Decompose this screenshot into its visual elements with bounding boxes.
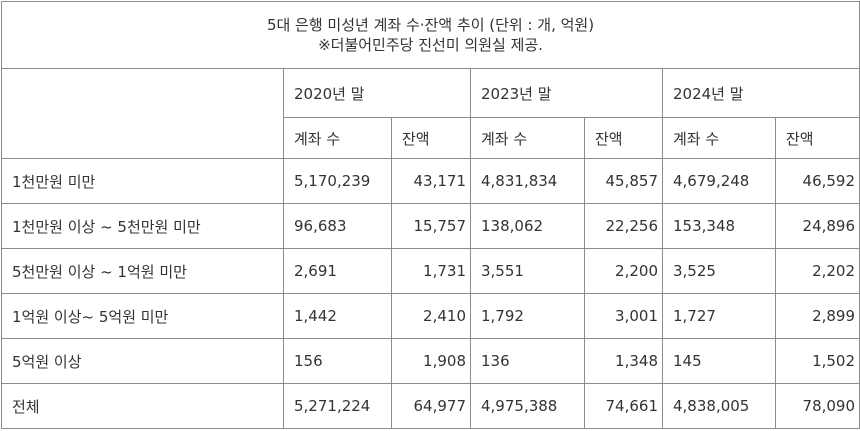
- value-cell: 15,757: [391, 203, 471, 249]
- value-cell: 1,348: [584, 338, 663, 384]
- data-row: 전체 5,271,224 64,977 4,975,388 74,661 4,838,00…: [1, 383, 860, 429]
- sub-header: 계좌 수: [470, 117, 585, 159]
- row-label: 1천만원 이상 ~ 5천만원 미만: [1, 203, 284, 249]
- row-label: 1억원 이상~ 5억원 미만: [1, 293, 284, 339]
- value-cell: 74,661: [584, 383, 663, 429]
- value-cell: 2,200: [584, 248, 663, 294]
- value-cell: 2,899: [774, 293, 860, 339]
- value-cell: 3,001: [584, 293, 663, 339]
- sub-header: 계좌 수: [662, 117, 776, 159]
- subtitle: ※더불어민주당 진선미 의원실 제공.: [318, 36, 543, 54]
- value-cell: 145: [662, 338, 776, 384]
- data-row: 5천만원 이상 ~ 1억원 미만 2,691 1,731 3,551 2,200 3,52…: [1, 248, 860, 294]
- value-cell: 136: [470, 338, 585, 384]
- title-cell: 5대 은행 미성년 계좌 수·잔액 추이 (단위 : 개, 억원) ※더불어민주…: [0, 1, 860, 69]
- data-row: 1천만원 이상 ~ 5천만원 미만 96,683 15,757 138,062 22,2…: [1, 203, 860, 249]
- value-cell: 78,090: [774, 383, 860, 429]
- value-cell: 1,731: [391, 248, 471, 294]
- year-header: 2024년 말: [661, 68, 860, 118]
- value-cell: 4,975,388: [470, 383, 585, 429]
- value-cell: 4,679,248: [662, 158, 776, 204]
- title: 5대 은행 미성년 계좌 수·잔액 추이 (단위 : 개, 억원): [266, 16, 595, 34]
- data-row: 1억원 이상~ 5억원 미만 1,442 2,410 1,792 3,001 1,727 2…: [1, 293, 860, 339]
- year-header: 2020년 말: [283, 68, 471, 118]
- value-cell: 45,857: [584, 158, 663, 204]
- row-label: 5억원 이상: [1, 338, 284, 384]
- row-label: 5천만원 이상 ~ 1억원 미만: [1, 248, 284, 294]
- value-cell: 2,691: [283, 248, 392, 294]
- sub-header: 잔액: [774, 117, 860, 159]
- value-cell: 3,525: [662, 248, 776, 294]
- row-label: 1천만원 미만: [1, 158, 284, 204]
- value-cell: 43,171: [391, 158, 471, 204]
- value-cell: 156: [283, 338, 392, 384]
- value-cell: 2,410: [391, 293, 471, 339]
- value-cell: 138,062: [470, 203, 585, 249]
- value-cell: 153,348: [662, 203, 776, 249]
- value-cell: 1,908: [391, 338, 471, 384]
- value-cell: 64,977: [391, 383, 471, 429]
- sub-header: 잔액: [584, 117, 663, 159]
- value-cell: 22,256: [584, 203, 663, 249]
- sub-header: 잔액: [391, 117, 471, 159]
- value-cell: 1,442: [283, 293, 392, 339]
- value-cell: 1,727: [662, 293, 776, 339]
- value-cell: 1,792: [470, 293, 585, 339]
- value-cell: 4,838,005: [662, 383, 776, 429]
- value-cell: 3,551: [470, 248, 585, 294]
- value-cell: 5,271,224: [283, 383, 392, 429]
- value-cell: 1,502: [774, 338, 860, 384]
- year-header: 2023년 말: [470, 68, 663, 118]
- value-cell: 24,896: [774, 203, 860, 249]
- value-cell: 46,592: [774, 158, 860, 204]
- value-cell: 4,831,834: [470, 158, 585, 204]
- row-label: 전체: [1, 383, 284, 429]
- data-row: 5억원 이상 156 1,908 136 1,348 145 1,502: [1, 338, 860, 384]
- value-cell: 96,683: [283, 203, 392, 249]
- value-cell: 5,170,239: [283, 158, 392, 204]
- value-cell: 2,202: [774, 248, 860, 294]
- corner-cell: [1, 68, 284, 159]
- sub-header: 계좌 수: [283, 117, 392, 159]
- data-row: 1천만원 미만 5,170,239 43,171 4,831,834 45,857 4,6…: [1, 158, 860, 204]
